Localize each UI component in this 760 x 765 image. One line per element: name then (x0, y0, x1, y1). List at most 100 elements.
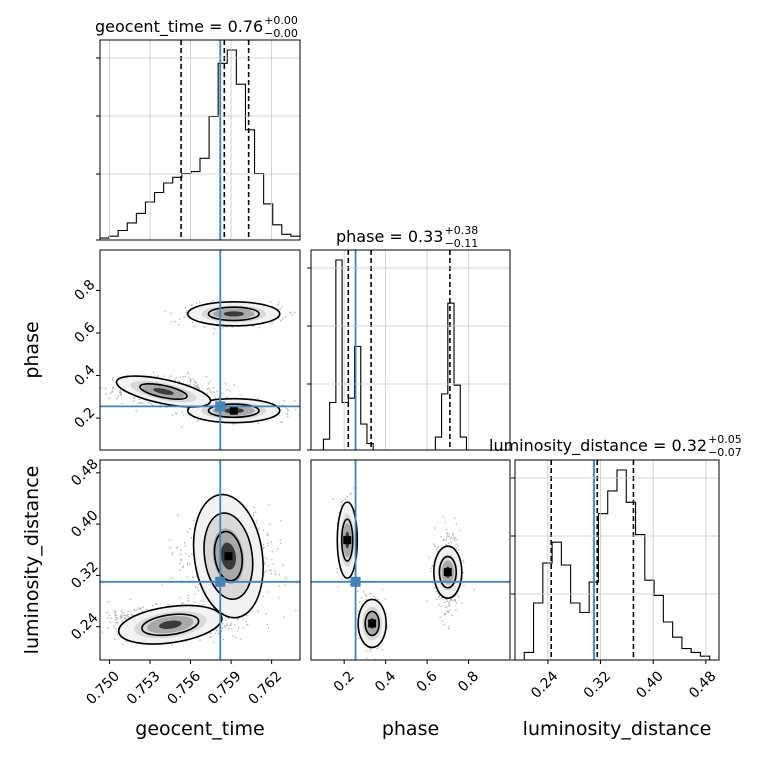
sample-point (341, 500, 344, 502)
sample-point (178, 569, 181, 571)
histogram-geocent_time (96, 40, 300, 241)
sample-point (449, 537, 452, 540)
sample-point (224, 624, 226, 627)
sample-point (216, 390, 218, 393)
sample-point (446, 534, 449, 536)
sample-point (206, 392, 209, 395)
sample-point (459, 529, 462, 532)
sample-point (105, 393, 108, 395)
sample-point (229, 624, 231, 627)
sample-point (463, 584, 465, 587)
sample-point (188, 555, 190, 558)
sample-point (206, 388, 208, 390)
sample-point (125, 617, 127, 620)
sample-point (453, 599, 456, 601)
sample-point (104, 387, 107, 390)
sample-point (426, 600, 429, 602)
sample-point (171, 414, 174, 416)
sample-point (113, 609, 116, 612)
sample-point (193, 383, 195, 386)
sample-point (358, 637, 360, 639)
sample-point (203, 326, 206, 328)
sample-point (262, 595, 265, 597)
sample-point (184, 306, 186, 309)
sample-point (277, 548, 279, 550)
sample-point (120, 616, 123, 619)
x-tick-label: 0.40 (633, 668, 666, 701)
sample-point (190, 537, 192, 539)
sample-point (358, 601, 361, 604)
sample-point (187, 376, 190, 379)
sample-point (264, 556, 267, 559)
sample-point (145, 608, 147, 611)
sample-point (456, 594, 459, 596)
sample-point (433, 545, 436, 547)
sample-point (268, 504, 270, 506)
sample-point (192, 576, 194, 578)
density-fill (158, 620, 182, 629)
sample-point (212, 386, 215, 389)
sample-point (189, 381, 191, 384)
contour-line (141, 613, 200, 637)
sample-point (240, 638, 242, 640)
sample-point (294, 311, 296, 314)
title-phase: phase = 0.33 +0.38−0.11 (336, 224, 478, 250)
sample-point (120, 615, 123, 617)
sample-point (210, 632, 212, 634)
sample-point (183, 316, 186, 319)
sample-point (246, 614, 248, 617)
sample-point (196, 420, 198, 422)
sample-point (295, 609, 297, 612)
sample-point (284, 584, 286, 587)
sample-point (233, 623, 236, 626)
contour-line (336, 501, 359, 579)
sample-point (279, 421, 282, 423)
sample-point (121, 620, 124, 622)
sample-point (437, 546, 439, 548)
sample-point (222, 327, 224, 329)
sample-point (269, 523, 271, 526)
sample-point (448, 535, 450, 538)
sample-point (365, 598, 368, 601)
sample-point (266, 558, 268, 560)
sample-point (138, 398, 141, 401)
sample-point (121, 402, 123, 405)
sample-point (232, 634, 234, 637)
title-plus-error: +0.38 (444, 224, 478, 237)
sample-point (435, 590, 437, 592)
sample-point (257, 610, 260, 612)
sample-point (365, 649, 368, 652)
sample-point (182, 602, 184, 604)
sample-point (294, 409, 297, 411)
sample-point (286, 413, 289, 415)
sample-point (212, 391, 215, 393)
sample-point (216, 629, 218, 632)
sample-point (142, 606, 144, 608)
sample-point (447, 605, 450, 607)
sample-point (286, 416, 289, 418)
sample-point (194, 384, 197, 387)
panel-phase-distance-frame (310, 459, 511, 661)
sample-point (179, 318, 181, 320)
sample-point (274, 573, 277, 575)
sample-point (189, 383, 191, 386)
sample-point (447, 625, 450, 628)
sample-point (101, 631, 103, 633)
sample-point (221, 622, 224, 625)
sample-point (116, 633, 119, 635)
sample-point (171, 644, 174, 647)
sample-point (444, 612, 447, 614)
sample-point (445, 528, 448, 531)
sample-point (129, 611, 132, 613)
sample-point (187, 594, 190, 596)
sample-point (185, 311, 187, 314)
sample-point (152, 371, 155, 374)
x-tick-label: 0.756 (164, 668, 204, 708)
histogram-phase (307, 250, 510, 451)
y-tick-label: 0.2 (71, 405, 98, 432)
sample-point (443, 538, 445, 541)
density-fill (153, 388, 174, 395)
sample-point (452, 532, 454, 535)
sample-point (170, 577, 172, 579)
sample-point (179, 596, 181, 599)
